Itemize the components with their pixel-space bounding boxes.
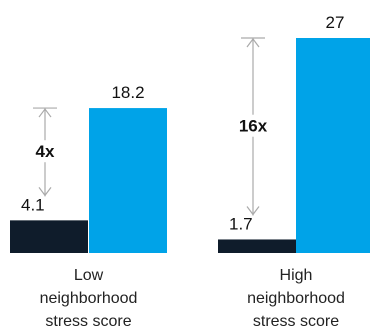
multiplier-label: 4x: [36, 142, 55, 161]
annotation-arrowhead-down: [38, 186, 52, 197]
bar-baseline-low: [10, 220, 88, 253]
category-label-line: stress score: [253, 313, 339, 330]
bar-comparison-high: [296, 38, 370, 253]
data-label-baseline: 4.1: [21, 195, 45, 214]
data-label-baseline: 1.7: [229, 214, 253, 233]
bar-baseline-high: [218, 239, 296, 253]
bar-comparison-low: [89, 108, 167, 254]
data-label-comparison: 18.2: [111, 83, 144, 102]
category-label-line: stress score: [45, 313, 131, 330]
multiplier-label: 16x: [239, 117, 268, 136]
annotation-arrowhead-up: [38, 108, 52, 118]
category-label-line: neighborhood: [40, 290, 138, 307]
multiplier-label-bg: [235, 114, 271, 137]
category-label-line: High: [280, 267, 313, 284]
multiplier-label-bg: [27, 140, 63, 163]
category-label-line: neighborhood: [247, 290, 345, 307]
annotation-arrowhead-down: [246, 206, 260, 216]
data-label-comparison: 27: [326, 13, 345, 32]
category-label-line: Low: [74, 267, 104, 284]
annotation-arrowhead-up: [246, 38, 260, 48]
